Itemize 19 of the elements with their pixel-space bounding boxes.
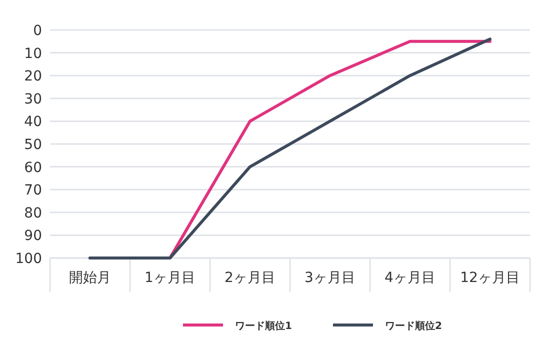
x-tick-label: 1ヶ月目 [144, 270, 196, 286]
x-tick-label: 2ヶ月目 [224, 270, 276, 286]
legend-label: ワード順位1 [235, 320, 292, 332]
legend-label: ワード順位2 [385, 320, 442, 332]
y-tick-label: 90 [24, 228, 42, 244]
x-tick-label: 3ヶ月目 [304, 270, 356, 286]
y-tick-label: 10 [24, 46, 42, 62]
y-tick-label: 30 [24, 91, 42, 108]
y-tick-label: 40 [24, 114, 42, 130]
y-tick-label: 100 [15, 251, 42, 267]
y-tick-label: 80 [24, 205, 42, 222]
x-tick-label: 12ヶ月目 [460, 270, 520, 286]
y-tick-label: 0 [33, 23, 42, 39]
y-tick-label: 20 [24, 68, 42, 85]
x-tick-label: 4ヶ月目 [384, 270, 436, 286]
x-tick-label: 開始月 [69, 270, 111, 286]
y-tick-label: 70 [24, 182, 42, 199]
y-tick-label: 50 [24, 137, 42, 153]
y-tick-label: 60 [24, 160, 42, 176]
